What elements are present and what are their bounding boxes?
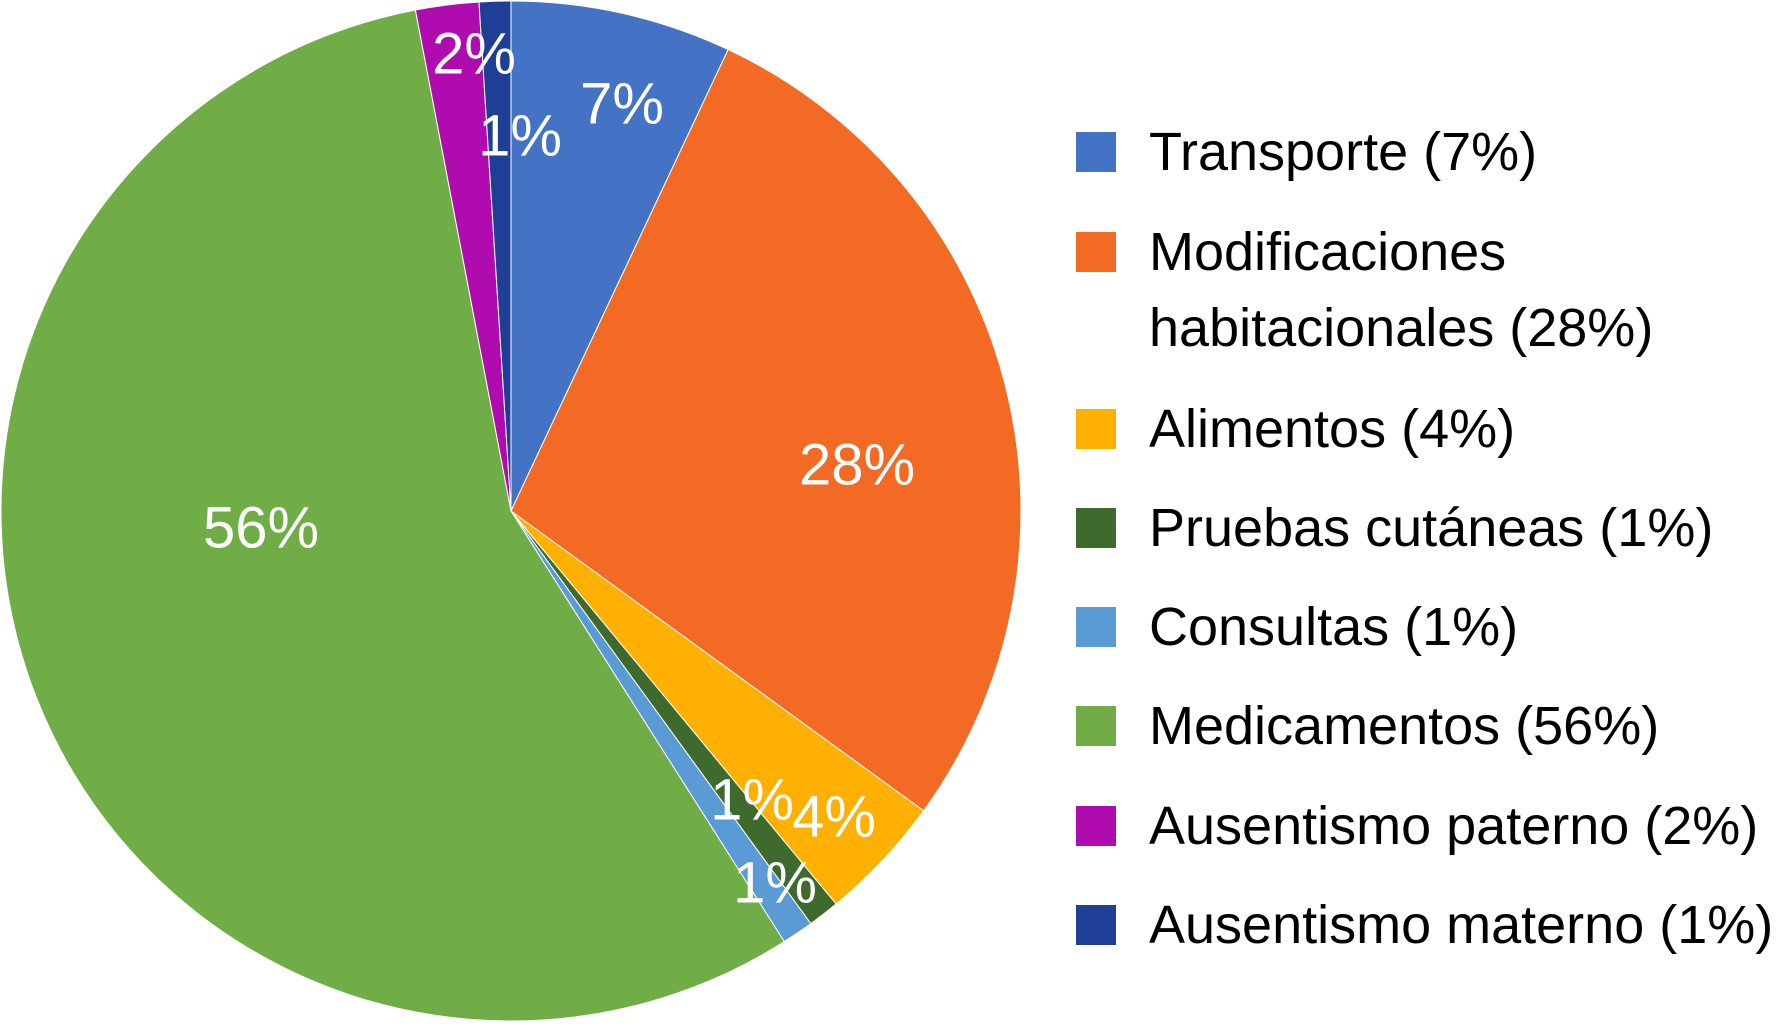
legend-label: Ausentismo paterno (2%)	[1149, 796, 1759, 856]
legend-swatch	[1076, 806, 1116, 846]
legend-label: Pruebas cutáneas (1%)	[1149, 498, 1714, 558]
legend-swatch	[1076, 232, 1116, 272]
data-label-ausentismo-materno: 1%	[478, 104, 562, 169]
data-label-transporte: 7%	[580, 72, 664, 137]
pie-slice-modificaciones-habitacionales	[510, 48, 1022, 812]
legend-swatch	[1076, 607, 1116, 647]
legend-swatch	[1076, 508, 1116, 548]
pie-chart: 7%28%4%1%1%56%2%1%	[0, 0, 1022, 1022]
pie-slice-transporte	[510, 0, 729, 512]
legend-item-pruebas-cutaneas: Pruebas cutáneas (1%)	[1076, 498, 1780, 566]
legend-label: Consultas (1%)	[1149, 597, 1519, 657]
legend-label: Transporte (7%)	[1149, 122, 1538, 182]
legend-item-consultas: Consultas (1%)	[1076, 597, 1780, 665]
legend-swatch	[1076, 706, 1116, 746]
pie-slice-ausentismo-materno	[478, 0, 512, 512]
legend-item-medicamentos: Medicamentos (56%)	[1076, 696, 1780, 764]
legend-label: Modificaciones habitacionales (28%)	[1149, 222, 1654, 358]
legend-swatch	[1076, 409, 1116, 449]
data-label-modificaciones-habitacionales: 28%	[799, 433, 915, 498]
legend-label: Medicamentos (56%)	[1149, 696, 1660, 756]
legend-label: Ausentismo materno (1%)	[1149, 895, 1774, 955]
pie-slice-medicamentos	[0, 9, 785, 1022]
data-label-consultas: 1%	[733, 851, 817, 916]
legend-swatch	[1076, 905, 1116, 945]
data-label-pruebas-cutaneas: 1%	[710, 768, 794, 833]
legend-item-transporte: Transporte (7%)	[1076, 122, 1780, 190]
legend-swatch	[1076, 132, 1116, 172]
legend-item-ausentismo-materno: Ausentismo materno (1%)	[1076, 895, 1780, 963]
legend: Transporte (7%) Modificaciones habitacion…	[1076, 0, 1780, 1024]
legend-item-ausentismo-paterno: Ausentismo paterno (2%)	[1076, 796, 1780, 864]
legend-item-modificaciones-habitacionales: Modificaciones habitacionales (28%)	[1076, 222, 1780, 366]
data-label-ausentismo-paterno: 2%	[432, 22, 516, 87]
legend-label: Alimentos (4%)	[1149, 399, 1516, 459]
data-label-medicamentos: 56%	[203, 496, 319, 561]
data-label-alimentos: 4%	[792, 785, 876, 850]
legend-item-alimentos: Alimentos (4%)	[1076, 399, 1780, 467]
